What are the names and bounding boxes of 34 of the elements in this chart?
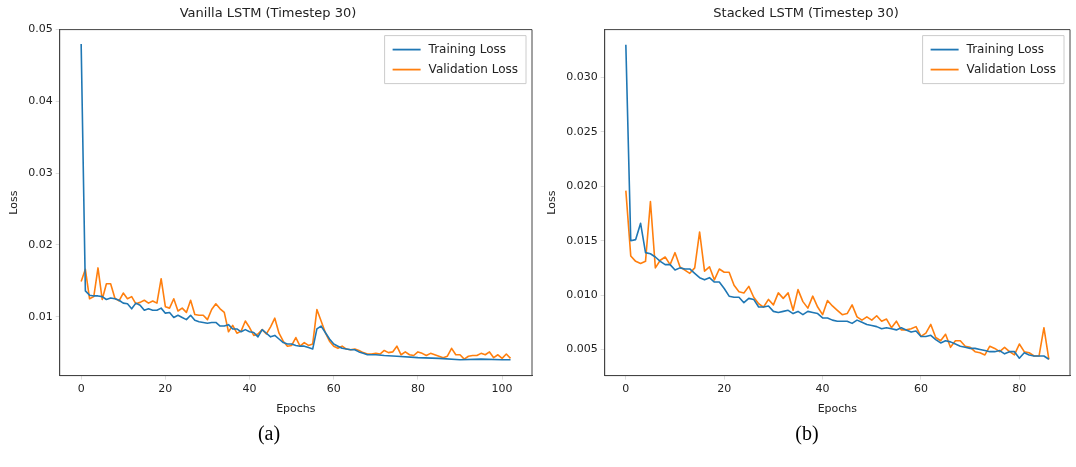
legend-label: Validation Loss — [428, 61, 518, 76]
y-axis-title: Loss — [545, 190, 559, 215]
x-tick-label: 20 — [717, 382, 732, 396]
y-tick-label: 0.02 — [28, 237, 53, 251]
x-axis-title: Epochs — [276, 402, 316, 416]
legend-label: Training Loss — [965, 41, 1045, 56]
x-tick-label: 0 — [77, 382, 85, 396]
legend-label: Validation Loss — [966, 61, 1056, 76]
y-tick-label: 0.020 — [566, 179, 598, 193]
y-tick-label: 0.030 — [566, 70, 598, 84]
y-tick-label: 0.015 — [566, 233, 598, 247]
y-tick-label: 0.025 — [566, 124, 598, 138]
chart-title: Stacked LSTM (Timestep 30) — [713, 5, 899, 21]
y-tick-label: 0.010 — [566, 287, 598, 301]
text: (b) — [794, 422, 820, 445]
y-tick-label: 0.005 — [566, 342, 598, 356]
x-tick-label: 40 — [815, 382, 830, 396]
x-tick-label: 100 — [491, 382, 513, 396]
y-tick-label: 0.01 — [28, 309, 53, 323]
x-tick-label: 20 — [158, 382, 173, 396]
y-tick-label: 0.03 — [28, 166, 53, 180]
x-tick-label: 40 — [242, 382, 257, 396]
x-tick-label: 0 — [622, 382, 630, 396]
y-tick-label: 0.04 — [28, 94, 53, 108]
x-tick-label: 60 — [326, 382, 341, 396]
legend-label: Training Loss — [427, 41, 507, 56]
x-tick-label: 80 — [410, 382, 425, 396]
y-tick-label: 0.05 — [28, 22, 53, 36]
chart-title: Vanilla LSTM (Timestep 30) — [179, 5, 357, 21]
x-axis-title: Epochs — [817, 402, 858, 416]
x-tick-label: 80 — [1012, 382, 1027, 396]
x-tick-label: 60 — [913, 382, 928, 396]
text: (a) — [256, 422, 282, 445]
y-axis-title: Loss — [7, 190, 21, 215]
